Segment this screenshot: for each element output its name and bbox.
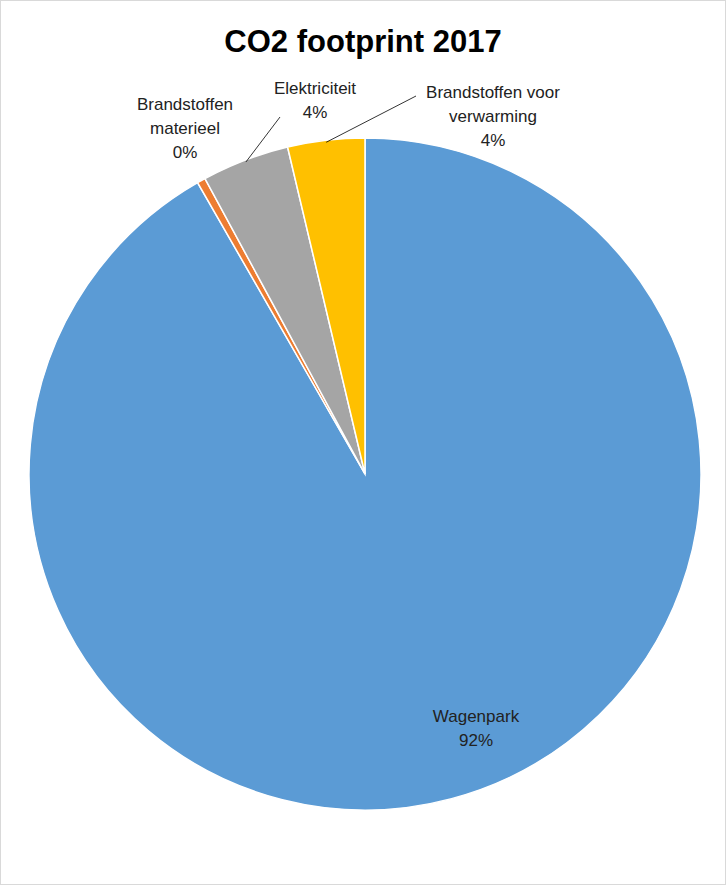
data-label: Brandstoffen voorverwarming 4% — [426, 83, 560, 150]
data-labels: Wagenpark 92% Brandstoffenmaterieel 0% Elekt… — [137, 79, 560, 750]
data-label: Brandstoffenmaterieel 0% — [137, 95, 233, 162]
data-label: Elektriciteit 4% — [274, 79, 356, 122]
pie-slice — [288, 138, 365, 474]
data-label-category: Wagenpark — [433, 707, 520, 726]
pie-slice — [29, 138, 701, 810]
leader-line — [326, 96, 416, 142]
data-label-value: 4% — [481, 131, 506, 150]
chart-frame — [1, 1, 726, 885]
data-label-value: 4% — [303, 103, 328, 122]
data-label: Wagenpark 92% — [433, 707, 520, 750]
pie — [29, 138, 701, 810]
data-label-value: 0% — [173, 143, 198, 162]
chart: CO2 footprint 2017 Wagenpark 92% Brandstoff… — [0, 0, 726, 885]
leader-line — [246, 117, 280, 162]
data-label-category: Brandstoffen voorverwarming — [426, 83, 560, 126]
data-label-category: Elektriciteit — [274, 79, 356, 98]
data-label-value: 92% — [459, 731, 493, 750]
chart-title: CO2 footprint 2017 — [224, 24, 501, 59]
data-label-category: Brandstoffenmaterieel — [137, 95, 233, 138]
